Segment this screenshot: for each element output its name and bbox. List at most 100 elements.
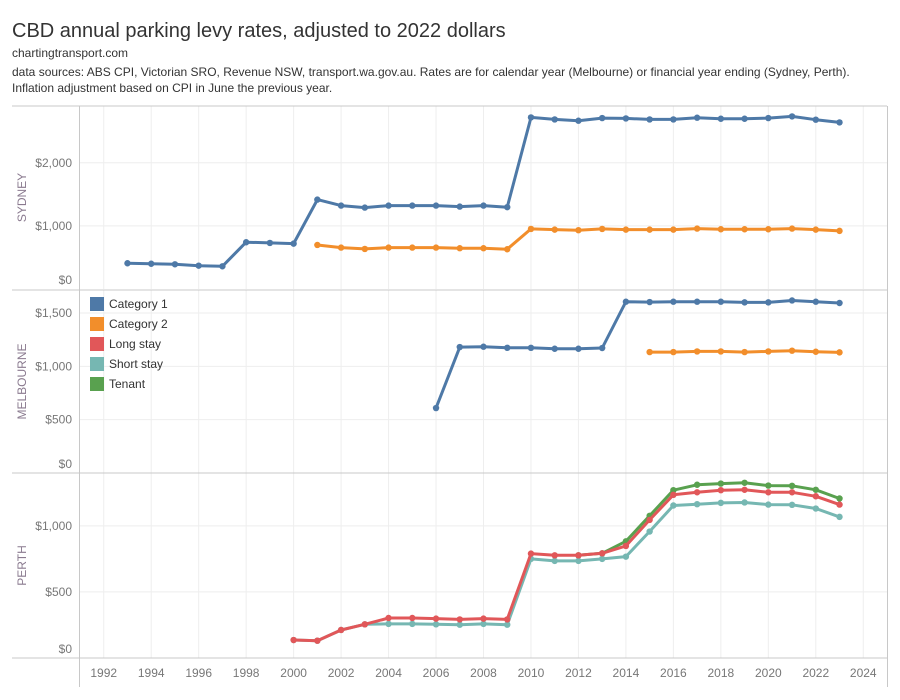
chart-title: CBD annual parking levy rates, adjusted … — [12, 20, 506, 42]
data-point-short-stay — [480, 620, 487, 628]
data-point-category-2 — [812, 348, 819, 355]
data-point-category-1 — [504, 203, 511, 211]
data-point-short-stay — [670, 502, 677, 509]
data-point-long-stay — [409, 614, 416, 622]
chart-sources: data sources: ABS CPI, Victorian SRO, Re… — [12, 65, 850, 95]
data-point-short-stay — [717, 499, 725, 507]
x-tick-label: 2022 — [802, 666, 829, 680]
x-tick-label: 2014 — [613, 666, 640, 680]
data-point-category-1 — [836, 299, 843, 307]
data-point-short-stay — [456, 621, 463, 628]
series-line-short-stay — [293, 501, 841, 643]
data-point-category-1 — [290, 240, 297, 247]
data-point-long-stay — [551, 552, 558, 559]
series-line-long-stay — [293, 488, 840, 643]
data-point-category-2 — [812, 226, 819, 233]
data-point-category-2 — [741, 226, 748, 233]
legend-swatch — [90, 357, 104, 371]
data-point-long-stay — [290, 636, 297, 644]
x-tick-label: 1992 — [90, 666, 117, 680]
data-point-long-stay — [480, 615, 487, 622]
x-tick-label: 1996 — [185, 666, 212, 680]
data-point-category-2 — [741, 348, 748, 356]
data-point-category-1 — [148, 260, 155, 267]
x-tick-label: 2012 — [565, 666, 592, 680]
data-point-category-2 — [480, 245, 487, 252]
panel-label-melbourne: MELBOURNE — [15, 343, 29, 419]
data-point-category-1 — [741, 115, 748, 122]
data-point-category-1 — [693, 298, 701, 305]
data-point-category-2 — [670, 226, 677, 233]
data-point-category-1 — [456, 203, 463, 210]
data-point-category-2 — [598, 225, 606, 233]
x-tick-label: 2002 — [328, 666, 355, 680]
data-point-short-stay — [765, 501, 772, 508]
data-point-tenant — [812, 486, 819, 493]
data-point-category-1 — [765, 299, 772, 306]
data-point-category-1 — [361, 204, 369, 211]
data-point-short-stay — [551, 557, 558, 565]
y-tick-label: $1,000 — [35, 359, 72, 373]
data-point-category-2 — [409, 244, 416, 251]
data-point-short-stay — [409, 620, 416, 628]
y-tick-label: $0 — [59, 642, 73, 656]
data-point-category-1 — [385, 202, 392, 209]
data-point-tenant — [693, 481, 701, 488]
data-point-category-1 — [337, 202, 345, 209]
data-point-category-2 — [527, 225, 535, 233]
data-point-category-1 — [480, 202, 487, 209]
data-point-category-1 — [242, 239, 250, 246]
data-point-long-stay — [337, 626, 345, 634]
data-point-long-stay — [812, 493, 819, 500]
data-point-category-1 — [171, 261, 179, 268]
data-point-category-2 — [836, 349, 843, 356]
data-point-category-1 — [551, 116, 558, 123]
data-point-tenant — [836, 495, 843, 502]
data-point-category-1 — [812, 116, 819, 123]
y-tick-label: $2,000 — [35, 156, 72, 170]
data-point-tenant — [717, 480, 725, 487]
data-point-long-stay — [788, 489, 796, 496]
data-point-category-1 — [527, 344, 535, 352]
data-point-tenant — [788, 482, 796, 490]
data-point-category-2 — [432, 244, 440, 251]
data-point-category-2 — [693, 348, 701, 355]
data-point-category-1 — [836, 119, 843, 126]
y-tick-label: $500 — [45, 585, 72, 599]
data-point-category-1 — [646, 116, 653, 123]
data-point-long-stay — [361, 621, 369, 628]
legend-label: Long stay — [109, 337, 161, 351]
data-point-category-1 — [812, 298, 819, 305]
data-point-category-1 — [575, 117, 582, 124]
data-point-category-1 — [195, 262, 202, 269]
panel-label-sydney: SYDNEY — [15, 173, 29, 222]
data-point-category-2 — [385, 244, 392, 251]
x-tick-label: 1998 — [233, 666, 260, 680]
data-point-category-1 — [432, 404, 440, 412]
panel-label-perth: PERTH — [15, 545, 29, 585]
data-point-short-stay — [432, 621, 440, 628]
data-point-category-1 — [693, 114, 701, 121]
x-tick-label: 2018 — [708, 666, 735, 680]
y-tick-label: $1,500 — [35, 306, 72, 320]
data-point-category-1 — [717, 115, 725, 122]
data-point-category-1 — [575, 345, 582, 352]
x-tick-label: 2006 — [423, 666, 450, 680]
data-point-category-1 — [717, 298, 725, 305]
data-point-category-1 — [219, 263, 226, 270]
data-point-long-stay — [622, 542, 630, 550]
data-point-short-stay — [836, 513, 843, 521]
y-tick-label: $0 — [59, 273, 73, 287]
data-point-category-2 — [646, 226, 653, 233]
data-point-long-stay — [598, 550, 606, 557]
data-point-category-1 — [622, 298, 630, 305]
data-point-short-stay — [646, 528, 653, 535]
data-point-short-stay — [575, 557, 582, 565]
data-point-long-stay — [693, 489, 701, 496]
data-point-category-1 — [788, 297, 796, 304]
data-point-category-1 — [124, 260, 131, 267]
data-point-long-stay — [741, 486, 748, 493]
series-line-tenant — [578, 481, 841, 557]
data-point-tenant — [741, 479, 748, 486]
